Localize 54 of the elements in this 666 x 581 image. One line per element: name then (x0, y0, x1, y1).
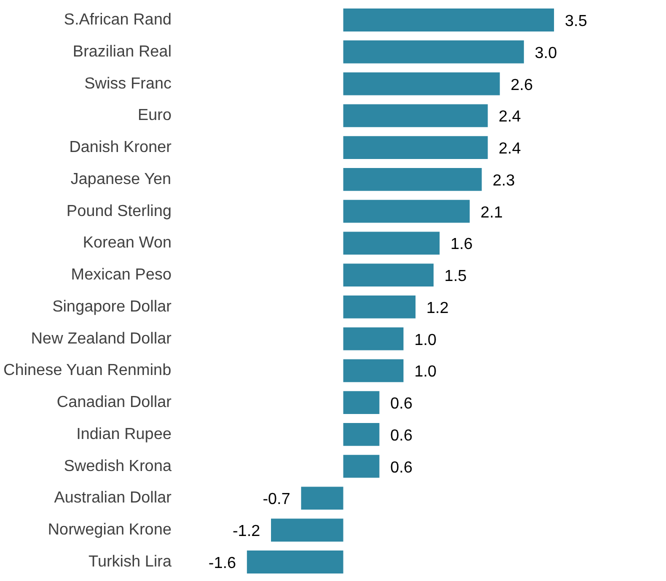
bar (343, 391, 380, 414)
y-tick-label: Norwegian Krone (48, 522, 172, 539)
data-label: 3.5 (564, 13, 588, 30)
bar (343, 232, 440, 255)
bar (343, 40, 524, 64)
bar (343, 8, 554, 32)
y-tick-label: Euro (138, 107, 172, 124)
bar (343, 200, 470, 223)
y-tick-label: Australian Dollar (54, 490, 172, 507)
data-label: -1.2 (232, 523, 260, 540)
data-label: 2.6 (510, 76, 534, 94)
y-tick-label: Brazilian Real (72, 43, 172, 60)
y-tick-label: New Zealand Dollar (30, 330, 172, 348)
data-label: -1.6 (208, 554, 236, 572)
data-label: -0.7 (262, 491, 290, 508)
data-label: 3.0 (534, 44, 558, 62)
bar (271, 518, 344, 542)
bar (343, 264, 434, 287)
bar (343, 295, 416, 318)
y-tick-label: S.African Rand (64, 12, 172, 29)
y-tick-label: Danish Kroner (69, 139, 172, 156)
y-tick-label: Turkish Lira (88, 553, 172, 570)
data-label: 2.3 (492, 172, 515, 190)
data-label: 2.4 (498, 108, 521, 126)
y-tick-label: Singapore Dollar (52, 298, 172, 316)
y-tick-label: Swiss Franc (84, 75, 172, 92)
y-tick-label: Swedish Krona (64, 458, 172, 475)
data-label: 0.6 (390, 396, 413, 413)
data-label: 2.4 (498, 140, 521, 158)
bar (343, 422, 380, 446)
bar (343, 454, 380, 478)
data-label: 1.6 (450, 236, 473, 254)
y-tick-label: Mexican Peso (71, 266, 172, 284)
bar (343, 359, 404, 382)
data-label: 1.0 (414, 364, 437, 381)
bar (343, 327, 404, 350)
bar (246, 550, 344, 574)
bar (343, 136, 488, 160)
bar (343, 72, 500, 96)
y-tick-label: Canadian Dollar (56, 394, 172, 412)
y-tick-label: Pound Sterling (66, 202, 172, 220)
y-tick-label: Japanese Yen (70, 170, 172, 188)
bar (343, 104, 488, 128)
data-label: 2.1 (480, 204, 503, 222)
data-label: 1.2 (426, 300, 449, 317)
bar (343, 168, 482, 191)
y-tick-label: Indian Rupee (76, 426, 172, 443)
y-tick-label: Chinese Yuan Renminb (3, 362, 172, 380)
y-tick-label: Korean Won (82, 234, 172, 252)
data-label: 0.6 (390, 459, 413, 476)
data-label: 1.5 (444, 268, 467, 286)
bar (301, 486, 344, 510)
data-label: 0.6 (390, 427, 413, 444)
data-label: 1.0 (414, 332, 437, 349)
